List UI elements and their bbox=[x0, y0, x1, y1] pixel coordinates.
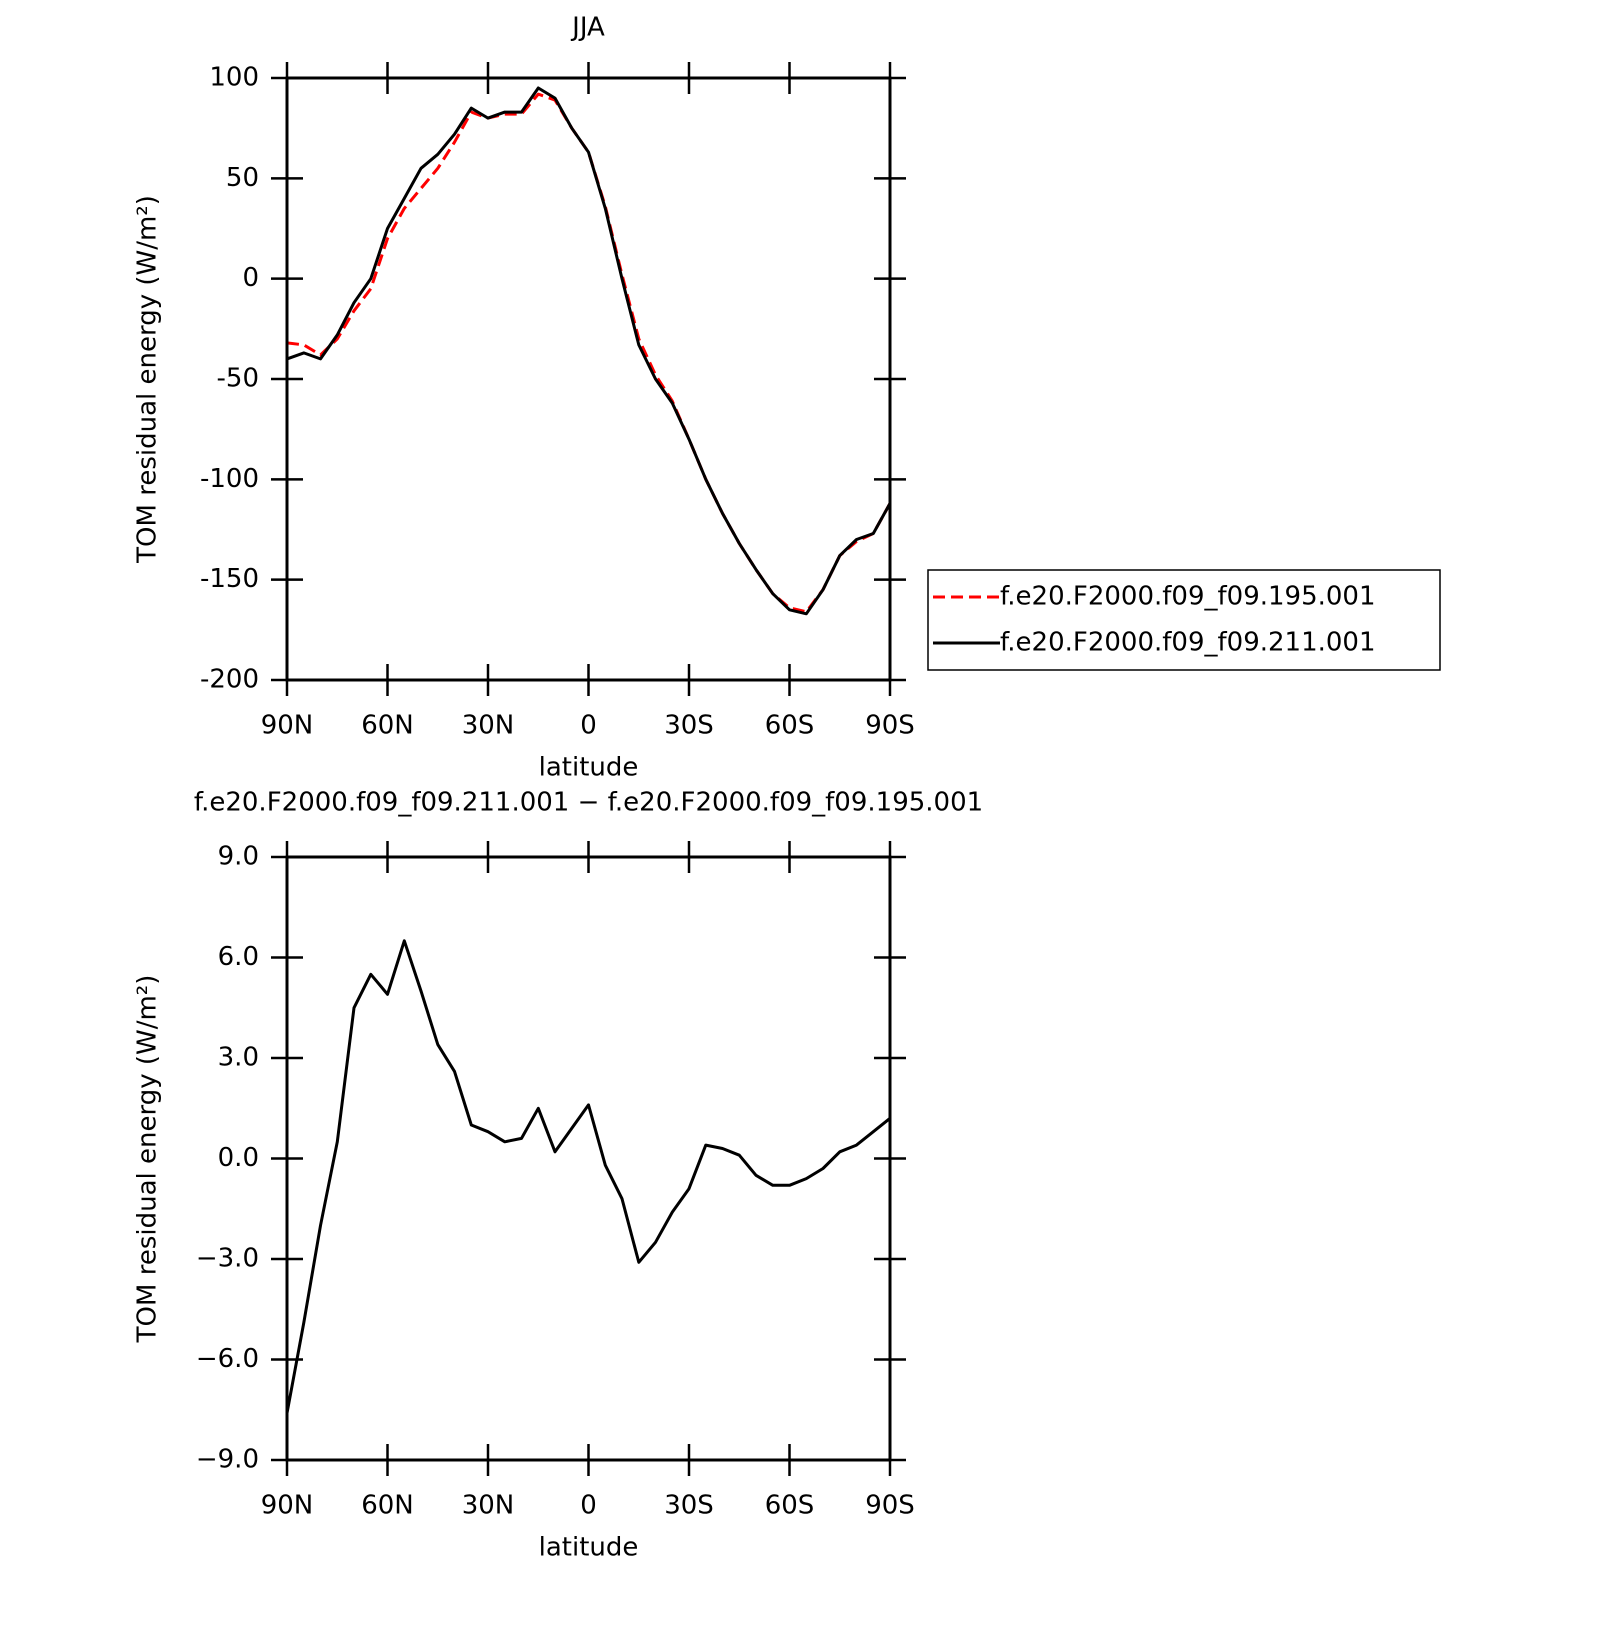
y-tick-label: -150 bbox=[200, 564, 259, 594]
x-axis-label: latitude bbox=[539, 753, 639, 783]
data-line bbox=[286, 86, 892, 616]
y-axis-label: TOM residual energy (W/m²) bbox=[133, 195, 163, 564]
x-tick-label: 0 bbox=[580, 711, 597, 741]
x-tick-label: 30N bbox=[462, 711, 515, 741]
y-tick-label: -200 bbox=[200, 665, 259, 695]
data-line bbox=[285, 939, 891, 1414]
x-tick-label: 60N bbox=[361, 711, 414, 741]
y-axis-label: TOM residual energy (W/m²) bbox=[133, 975, 163, 1344]
x-tick-label: 30S bbox=[664, 1491, 714, 1521]
y-tick-label: -100 bbox=[200, 464, 259, 494]
y-tick-label: 0.0 bbox=[218, 1143, 259, 1173]
y-tick-label: −9.0 bbox=[196, 1445, 259, 1475]
x-tick-label: 90S bbox=[865, 711, 915, 741]
x-axis-label: latitude bbox=[539, 1533, 639, 1563]
legend-box bbox=[927, 569, 1441, 671]
legend-label: f.e20.F2000.f09_f09.195.001 bbox=[1000, 582, 1376, 612]
x-tick-label: 30N bbox=[462, 1491, 515, 1521]
x-tick-label: 30S bbox=[664, 711, 714, 741]
y-tick-label: 0 bbox=[242, 263, 259, 293]
y-tick-label: 6.0 bbox=[218, 942, 259, 972]
y-tick-label: 3.0 bbox=[218, 1043, 259, 1073]
y-tick-label: -50 bbox=[217, 364, 259, 394]
chart-title: JJA bbox=[570, 13, 605, 43]
legend-label: f.e20.F2000.f09_f09.211.001 bbox=[1000, 628, 1376, 658]
y-tick-label: 100 bbox=[209, 63, 259, 93]
plot-frame bbox=[285, 855, 892, 1462]
x-tick-label: 90N bbox=[261, 1491, 314, 1521]
y-tick-label: −3.0 bbox=[196, 1244, 259, 1274]
y-tick-label: −6.0 bbox=[196, 1344, 259, 1374]
x-tick-label: 90S bbox=[865, 1491, 915, 1521]
chart-title: f.e20.F2000.f09_f09.211.001 − f.e20.F200… bbox=[194, 788, 983, 818]
x-tick-label: 60S bbox=[765, 711, 815, 741]
data-line bbox=[286, 92, 892, 614]
x-tick-label: 0 bbox=[580, 1491, 597, 1521]
y-tick-label: 9.0 bbox=[218, 842, 259, 872]
x-tick-label: 60N bbox=[361, 1491, 414, 1521]
x-tick-label: 60S bbox=[765, 1491, 815, 1521]
plot-frame bbox=[285, 76, 892, 682]
x-tick-label: 90N bbox=[261, 711, 314, 741]
y-tick-label: 50 bbox=[226, 163, 259, 193]
